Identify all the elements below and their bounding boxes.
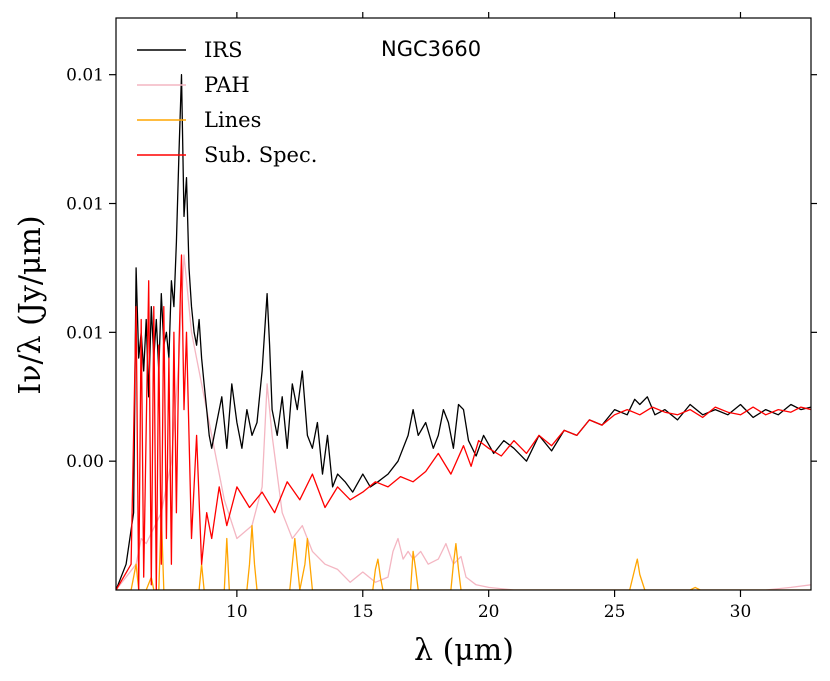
series-pah-line — [116, 254, 811, 590]
x-tick-label: 30 — [730, 602, 752, 622]
y-tick-label: 0.00 — [66, 452, 104, 472]
plot-frame — [115, 17, 812, 591]
x-tick-label: 20 — [478, 602, 500, 622]
series-irs-line — [116, 74, 811, 590]
legend-label-sub-spec: Sub. Spec. — [204, 143, 317, 167]
x-tick-label: 25 — [604, 602, 626, 622]
y-tick-label: 0.01 — [66, 195, 104, 215]
y-axis-title: Iν/λ (Jy/μm) — [13, 215, 48, 394]
series-sub-spec-line — [116, 254, 811, 590]
x-tick-label: 15 — [352, 602, 374, 622]
legend-label-pah: PAH — [204, 73, 250, 97]
chart-title: NGC3660 — [381, 37, 481, 61]
legend-label-lines: Lines — [204, 108, 261, 132]
axes-group: 10 15 20 25 30 0.00 0.01 0.01 0.01 — [66, 12, 817, 622]
legend-label-irs: IRS — [204, 38, 243, 62]
x-tick-label: 10 — [226, 602, 248, 622]
y-tick-label: 0.01 — [66, 323, 104, 343]
x-axis-title: λ (μm) — [414, 633, 514, 668]
y-tick-label: 0.01 — [66, 66, 104, 86]
series-lines-line — [116, 512, 811, 590]
legend: IRS PAH Lines Sub. Spec. — [137, 38, 317, 167]
